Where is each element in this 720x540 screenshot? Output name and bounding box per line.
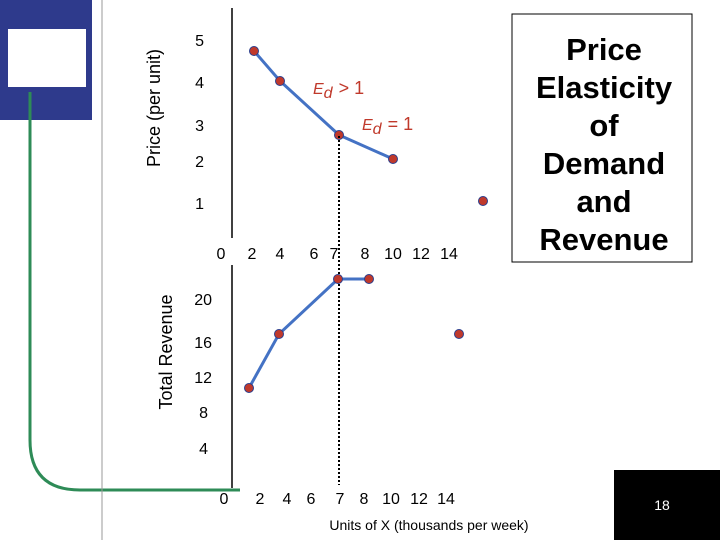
price-plot-area	[249, 46, 488, 206]
slide-number: 18	[654, 497, 670, 513]
price-chart: Price (per unit) 5 4 3 2 1 0 2 4 6 7 8 1…	[144, 8, 488, 263]
price-x-tick-6: 6	[310, 246, 319, 263]
price-point-2	[249, 46, 259, 56]
slide-number-box	[614, 470, 720, 540]
annotation-elastic: Ed > 1	[313, 78, 364, 102]
price-x-tick-2: 2	[248, 246, 257, 263]
revenue-plot-area	[244, 274, 464, 393]
price-y-tick-2: 2	[195, 154, 204, 171]
revenue-x-tick-10: 10	[382, 491, 400, 508]
price-x-tick-8: 8	[361, 246, 370, 263]
title-line-4: Demand	[543, 146, 665, 181]
annotation-unit-e: E	[362, 117, 373, 134]
revenue-y-tick-20: 20	[194, 292, 212, 309]
price-y-label: Price (per unit)	[144, 49, 164, 167]
revenue-point-2	[244, 383, 254, 393]
annotation-unit: Ed = 1	[362, 114, 413, 138]
price-y-tick-1: 1	[195, 196, 204, 213]
title-line-1: Price	[566, 32, 642, 67]
revenue-x-tick-14: 14	[437, 491, 455, 508]
annotation-elastic-rest: > 1	[339, 78, 365, 98]
title-line-3: of	[589, 108, 619, 143]
title-line-6: Revenue	[539, 222, 668, 257]
annotation-unit-rest: = 1	[388, 114, 414, 134]
revenue-x-tick-12: 12	[410, 491, 428, 508]
revenue-extra-point	[454, 329, 464, 339]
revenue-x-tick-6: 6	[307, 491, 316, 508]
revenue-point-8	[364, 274, 374, 284]
revenue-y-label: Total Revenue	[156, 294, 176, 409]
revenue-chart: Total Revenue 20 16 12 8 4 0 2 4 6 7 8 1…	[156, 265, 529, 533]
price-series-line	[252, 50, 394, 161]
title-box: Price Elasticity of Demand and Revenue	[511, 13, 693, 263]
price-x-tick-0: 0	[217, 246, 226, 263]
revenue-series-line	[247, 277, 369, 389]
price-extra-point	[478, 196, 488, 206]
revenue-point-4	[274, 329, 284, 339]
title-line-5: and	[576, 184, 631, 219]
annotation-elastic-e: E	[313, 81, 324, 98]
title-frame	[511, 13, 693, 263]
price-point-10	[388, 154, 398, 164]
price-y-tick-5: 5	[195, 33, 204, 50]
revenue-x-tick-7: 7	[336, 491, 345, 508]
price-x-tick-12: 12	[412, 246, 430, 263]
price-y-tick-4: 4	[195, 75, 204, 92]
price-x-tick-14: 14	[440, 246, 458, 263]
revenue-y-tick-16: 16	[194, 335, 212, 352]
price-y-tick-3: 3	[195, 118, 204, 135]
price-x-tick-7: 7	[330, 246, 339, 263]
revenue-x-tick-0: 0	[220, 491, 229, 508]
price-point-7	[334, 130, 344, 140]
revenue-x-tick-4: 4	[283, 491, 292, 508]
revenue-x-tick-8: 8	[360, 491, 369, 508]
price-point-4	[275, 76, 285, 86]
price-x-tick-10: 10	[384, 246, 402, 263]
revenue-x-tick-2: 2	[256, 491, 265, 508]
revenue-x-label: Units of X (thousands per week)	[329, 517, 528, 533]
price-x-tick-4: 4	[276, 246, 285, 263]
revenue-y-tick-12: 12	[194, 370, 212, 387]
sidebar-curve	[28, 92, 240, 492]
sidebar-box	[6, 27, 88, 89]
revenue-point-7	[333, 274, 343, 284]
revenue-y-tick-4: 4	[199, 441, 208, 458]
annotation-unit-sub: d	[373, 121, 383, 138]
revenue-y-tick-8: 8	[199, 405, 208, 422]
annotation-elastic-sub: d	[324, 85, 334, 102]
title-line-2: Elasticity	[536, 70, 673, 105]
